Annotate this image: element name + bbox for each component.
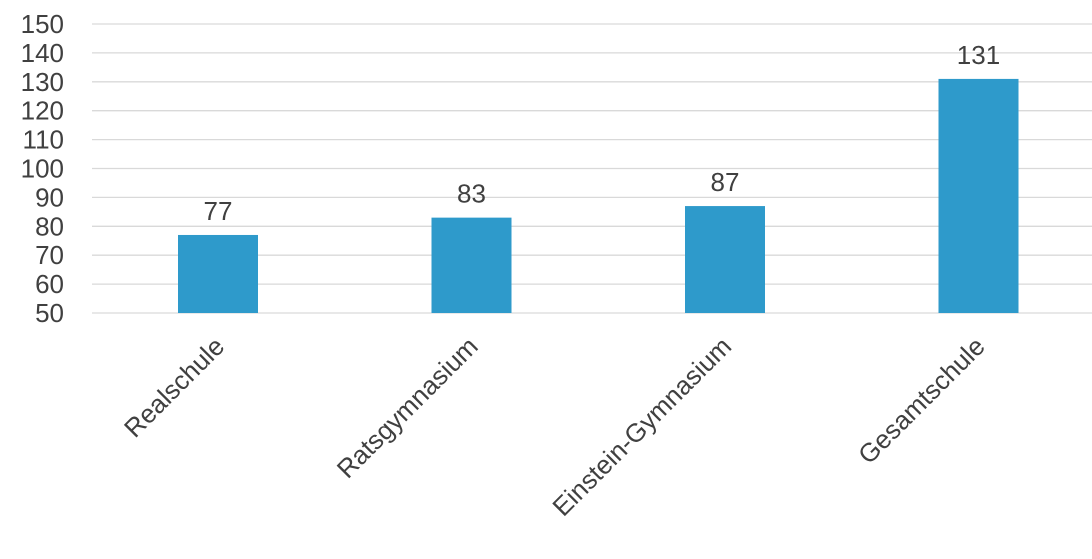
bar-ratsgymnasium [431,217,512,313]
data-labels: 77 83 87 131 [204,40,1001,226]
y-tick-label: 70 [35,240,64,270]
data-label: 131 [957,40,1000,70]
y-tick-label: 120 [21,96,64,126]
gridlines [92,23,1092,314]
bar-einstein-gymnasium [685,206,765,313]
y-tick-label: 90 [35,182,64,212]
y-tick-label: 110 [23,125,64,155]
y-tick-label: 150 [21,9,64,39]
y-tick-label: 140 [21,38,64,68]
y-tick-label: 130 [21,67,64,97]
data-label: 77 [204,196,233,226]
data-label: 87 [711,167,740,197]
bar-gesamtschule [938,78,1019,313]
x-category-label: Ratsgymnasium [331,331,484,484]
x-category-label: Realschule [118,331,230,443]
bar-realschule [178,234,258,313]
y-tick-label: 80 [35,211,64,241]
y-tick-label: 50 [35,298,64,328]
y-tick-label: 60 [35,269,64,299]
bars [178,78,1019,313]
x-category-label: Einstein-Gymnasium [546,331,737,522]
x-axis-category-labels: Realschule Ratsgymnasium Einstein-Gymnasiu… [118,331,991,522]
x-category-label: Gesamtschule [852,331,991,470]
data-label: 83 [457,179,486,209]
y-tick-label: 100 [21,154,64,184]
